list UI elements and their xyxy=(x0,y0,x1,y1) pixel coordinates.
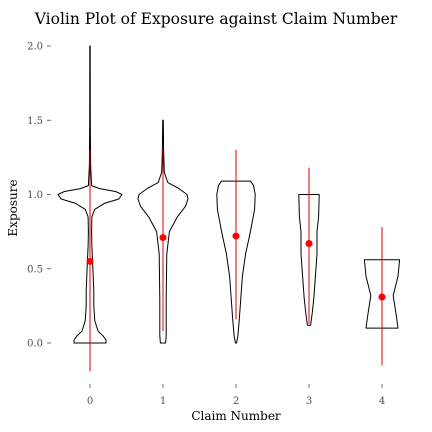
violin-1 xyxy=(137,119,189,344)
plot-area: 0.0 0.5 1.0 1.5 2.0 0 1 2 3 4 xyxy=(27,42,401,407)
y-tick-label: 1.0 xyxy=(27,190,43,201)
violin-0 xyxy=(57,45,123,344)
y-tick-label: 0.5 xyxy=(27,264,43,275)
mean-point-0 xyxy=(86,257,94,265)
x-tick-label: 2 xyxy=(233,396,239,407)
y-tick-label: 1.5 xyxy=(27,116,43,127)
y-tick-label: 2.0 xyxy=(27,42,43,53)
chart-title: Violin Plot of Exposure against Claim Nu… xyxy=(34,10,398,28)
mean-point-2 xyxy=(232,232,240,240)
violin-4 xyxy=(363,259,401,329)
violin-3 xyxy=(298,194,320,326)
x-tick-label: 1 xyxy=(160,396,166,407)
x-tick-label: 0 xyxy=(87,396,93,407)
mean-point-3 xyxy=(305,240,313,248)
mean-point-1 xyxy=(159,234,167,242)
x-tick-label: 3 xyxy=(306,396,312,407)
y-axis-title: Exposure xyxy=(6,179,20,236)
x-tick-label: 4 xyxy=(379,396,385,407)
violin-2 xyxy=(216,180,256,344)
y-tick-label: 0.0 xyxy=(27,339,43,350)
mean-point-4 xyxy=(378,293,386,301)
x-axis-title: Claim Number xyxy=(191,409,281,423)
